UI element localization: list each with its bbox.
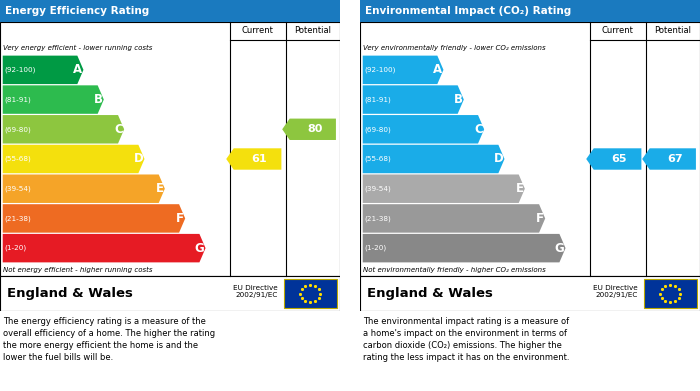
Text: F: F (536, 212, 544, 225)
Text: Not environmentally friendly - higher CO₂ emissions: Not environmentally friendly - higher CO… (363, 266, 546, 273)
Text: (1-20): (1-20) (4, 245, 27, 251)
Text: F: F (176, 212, 184, 225)
Text: (69-80): (69-80) (4, 126, 32, 133)
Text: Current: Current (241, 27, 274, 36)
Text: The energy efficiency rating is a measure of the
overall efficiency of a home. T: The energy efficiency rating is a measur… (4, 317, 216, 362)
Bar (360, 22, 700, 276)
Polygon shape (363, 174, 525, 203)
Polygon shape (586, 148, 641, 170)
Text: E: E (155, 182, 164, 195)
Text: (55-68): (55-68) (365, 156, 391, 162)
Text: E: E (515, 182, 524, 195)
Polygon shape (3, 85, 104, 114)
Text: EU Directive
2002/91/EC: EU Directive 2002/91/EC (233, 285, 278, 298)
Text: Energy Efficiency Rating: Energy Efficiency Rating (5, 6, 149, 16)
Text: (39-54): (39-54) (4, 185, 32, 192)
Bar (360, 0, 700, 22)
Polygon shape (363, 115, 484, 143)
Text: B: B (454, 93, 463, 106)
Polygon shape (363, 85, 464, 114)
Text: (92-100): (92-100) (365, 66, 395, 73)
Text: Potential: Potential (654, 27, 692, 36)
Text: (69-80): (69-80) (365, 126, 391, 133)
Text: Potential: Potential (294, 27, 331, 36)
Text: The environmental impact rating is a measure of
a home's impact on the environme: The environmental impact rating is a mea… (363, 317, 570, 362)
Text: G: G (554, 242, 564, 255)
Polygon shape (3, 56, 83, 84)
Text: C: C (474, 123, 483, 136)
Text: England & Wales: England & Wales (367, 287, 493, 300)
Text: 80: 80 (307, 124, 323, 134)
Polygon shape (3, 145, 144, 173)
Polygon shape (282, 118, 336, 140)
Text: (81-91): (81-91) (4, 96, 32, 103)
Polygon shape (363, 204, 545, 233)
Polygon shape (3, 174, 164, 203)
Text: EU Directive
2002/91/EC: EU Directive 2002/91/EC (593, 285, 638, 298)
Bar (0, 22, 340, 276)
Text: (55-68): (55-68) (4, 156, 32, 162)
Text: B: B (93, 93, 102, 106)
Text: Very energy efficient - lower running costs: Very energy efficient - lower running co… (4, 45, 153, 50)
Text: D: D (494, 152, 503, 165)
Text: Current: Current (601, 27, 634, 36)
Text: 65: 65 (612, 154, 627, 164)
Text: D: D (134, 152, 143, 165)
Polygon shape (3, 204, 186, 233)
Polygon shape (363, 234, 566, 262)
Text: (39-54): (39-54) (365, 185, 391, 192)
Bar (0, 276, 340, 311)
Text: A: A (73, 63, 82, 76)
Text: C: C (114, 123, 122, 136)
Text: (21-38): (21-38) (365, 215, 391, 222)
Text: (92-100): (92-100) (4, 66, 36, 73)
Text: (1-20): (1-20) (365, 245, 386, 251)
Text: Environmental Impact (CO₂) Rating: Environmental Impact (CO₂) Rating (365, 6, 571, 16)
Bar (0, 0, 340, 22)
Bar (360, 276, 700, 311)
Polygon shape (3, 115, 124, 143)
Bar (284, 279, 337, 308)
Polygon shape (642, 148, 696, 170)
Text: Very environmentally friendly - lower CO₂ emissions: Very environmentally friendly - lower CO… (363, 45, 546, 50)
Polygon shape (363, 145, 505, 173)
Text: (81-91): (81-91) (365, 96, 391, 103)
Polygon shape (363, 56, 444, 84)
Text: A: A (433, 63, 442, 76)
Text: Not energy efficient - higher running costs: Not energy efficient - higher running co… (4, 266, 153, 273)
Text: G: G (195, 242, 204, 255)
Polygon shape (3, 234, 206, 262)
Bar (644, 279, 696, 308)
Polygon shape (226, 148, 281, 170)
Text: England & Wales: England & Wales (7, 287, 133, 300)
Text: (21-38): (21-38) (4, 215, 32, 222)
Text: 61: 61 (251, 154, 267, 164)
Text: 67: 67 (667, 154, 682, 164)
